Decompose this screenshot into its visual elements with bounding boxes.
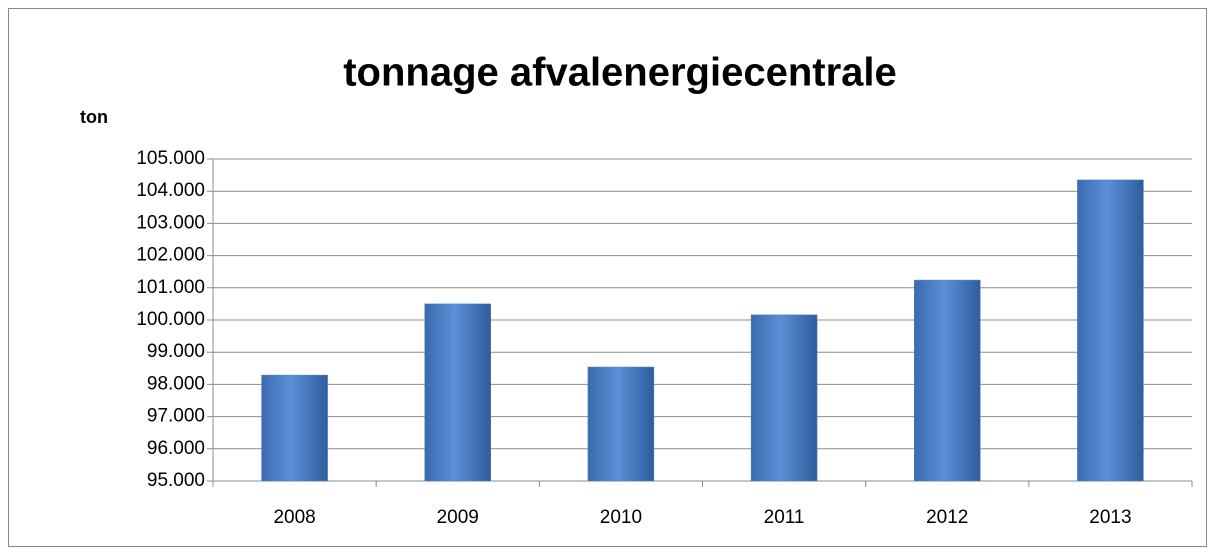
bar — [261, 374, 328, 482]
y-tick-label: 103.000 — [136, 212, 205, 233]
bar — [750, 314, 818, 482]
y-tick-label: 104.000 — [136, 180, 205, 201]
bar — [587, 366, 655, 482]
x-tick-label: 2011 — [764, 507, 805, 528]
y-tick-label: 102.000 — [136, 245, 205, 266]
y-axis-label: ton — [80, 107, 108, 127]
y-tick-label: 96.000 — [147, 438, 205, 459]
y-tick-label: 105.000 — [136, 148, 205, 169]
y-tick-label: 97.000 — [147, 406, 205, 427]
y-tick-label: 99.000 — [147, 341, 205, 362]
chart-title: tonnage afvalenergiecentrale — [343, 51, 897, 95]
bar — [914, 279, 981, 482]
x-tick-label: 2013 — [1089, 507, 1131, 528]
y-tick-label: 100.000 — [136, 309, 205, 330]
bar — [1077, 179, 1144, 482]
x-tick-label: 2008 — [273, 507, 315, 528]
bar — [424, 303, 491, 482]
y-tick-label: 95.000 — [147, 470, 205, 491]
x-tick-label: 2010 — [600, 507, 642, 528]
x-tick-label: 2009 — [437, 507, 479, 528]
y-tick-label: 101.000 — [136, 277, 205, 298]
x-tick-label: 2012 — [926, 507, 968, 528]
y-tick-label: 98.000 — [147, 373, 205, 394]
